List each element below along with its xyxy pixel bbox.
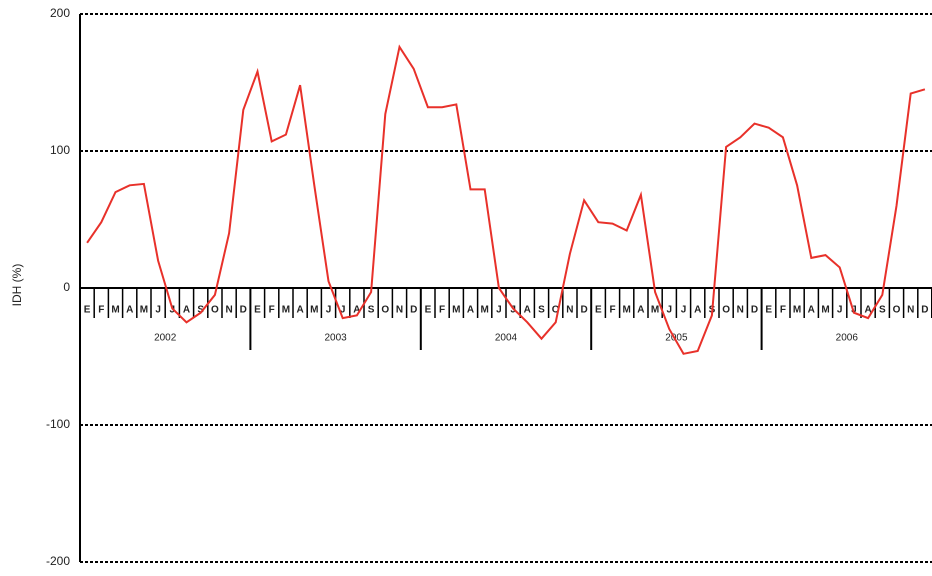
x-tick-label: O bbox=[552, 305, 560, 316]
x-tick-label: J bbox=[155, 305, 161, 316]
x-tick-label: J bbox=[496, 305, 502, 316]
year-label: 2003 bbox=[324, 333, 347, 344]
x-tick-label: E bbox=[595, 305, 602, 316]
x-tick-label: A bbox=[183, 305, 190, 316]
x-tick-label: A bbox=[467, 305, 474, 316]
x-tick-label: A bbox=[808, 305, 815, 316]
x-tick-label: A bbox=[126, 305, 133, 316]
x-tick-label: M bbox=[793, 305, 801, 316]
x-tick-label: E bbox=[425, 305, 432, 316]
x-tick-label: O bbox=[893, 305, 901, 316]
year-label: 2002 bbox=[154, 333, 177, 344]
y-tick-label: 200 bbox=[50, 6, 70, 20]
x-tick-label: S bbox=[538, 305, 545, 316]
x-tick-label: M bbox=[282, 305, 290, 316]
x-tick-label: M bbox=[140, 305, 148, 316]
x-tick-label: M bbox=[651, 305, 659, 316]
x-tick-label: O bbox=[722, 305, 730, 316]
x-tick-label: S bbox=[879, 305, 886, 316]
x-tick-label: M bbox=[481, 305, 489, 316]
year-label: 2004 bbox=[495, 333, 518, 344]
y-axis-label: IDH (%) bbox=[10, 264, 24, 307]
x-tick-label: D bbox=[921, 305, 928, 316]
x-tick-label: F bbox=[439, 305, 445, 316]
x-tick-label: J bbox=[326, 305, 332, 316]
x-tick-label: J bbox=[340, 305, 346, 316]
x-tick-label: A bbox=[524, 305, 531, 316]
x-tick-label: N bbox=[225, 305, 232, 316]
x-tick-label: E bbox=[254, 305, 261, 316]
x-tick-label: F bbox=[269, 305, 275, 316]
x-tick-label: F bbox=[780, 305, 786, 316]
x-tick-label: F bbox=[609, 305, 615, 316]
x-tick-label: E bbox=[765, 305, 772, 316]
x-tick-label: E bbox=[84, 305, 91, 316]
x-tick-label: O bbox=[211, 305, 219, 316]
x-tick-label: A bbox=[694, 305, 701, 316]
x-tick-label: J bbox=[837, 305, 843, 316]
x-tick-label: D bbox=[751, 305, 758, 316]
year-label: 2006 bbox=[836, 333, 859, 344]
y-tick-label: -200 bbox=[46, 554, 70, 568]
x-tick-label: M bbox=[310, 305, 318, 316]
x-tick-label: A bbox=[296, 305, 303, 316]
x-tick-label: A bbox=[864, 305, 871, 316]
data-line bbox=[86, 44, 926, 355]
x-tick-label: J bbox=[681, 305, 687, 316]
x-tick-label: N bbox=[396, 305, 403, 316]
x-tick-label: J bbox=[170, 305, 176, 316]
x-tick-label: A bbox=[637, 305, 644, 316]
y-tick-label: 100 bbox=[50, 143, 70, 157]
x-tick-label: J bbox=[510, 305, 516, 316]
x-tick-label: A bbox=[353, 305, 360, 316]
y-tick-label: -100 bbox=[46, 417, 70, 431]
x-tick-label: M bbox=[452, 305, 460, 316]
y-tick-label: 0 bbox=[63, 280, 70, 294]
x-tick-label: N bbox=[566, 305, 573, 316]
x-tick-label: F bbox=[98, 305, 104, 316]
x-tick-label: O bbox=[381, 305, 389, 316]
x-tick-label: S bbox=[197, 305, 204, 316]
year-label: 2005 bbox=[665, 333, 688, 344]
x-tick-label: M bbox=[111, 305, 119, 316]
x-tick-label: D bbox=[410, 305, 417, 316]
x-tick-label: S bbox=[368, 305, 375, 316]
x-tick-label: N bbox=[737, 305, 744, 316]
x-tick-label: M bbox=[821, 305, 829, 316]
x-tick-label: D bbox=[240, 305, 247, 316]
x-tick-label: D bbox=[580, 305, 587, 316]
x-tick-label: J bbox=[667, 305, 673, 316]
x-tick-label: M bbox=[623, 305, 631, 316]
x-tick-label: N bbox=[907, 305, 914, 316]
